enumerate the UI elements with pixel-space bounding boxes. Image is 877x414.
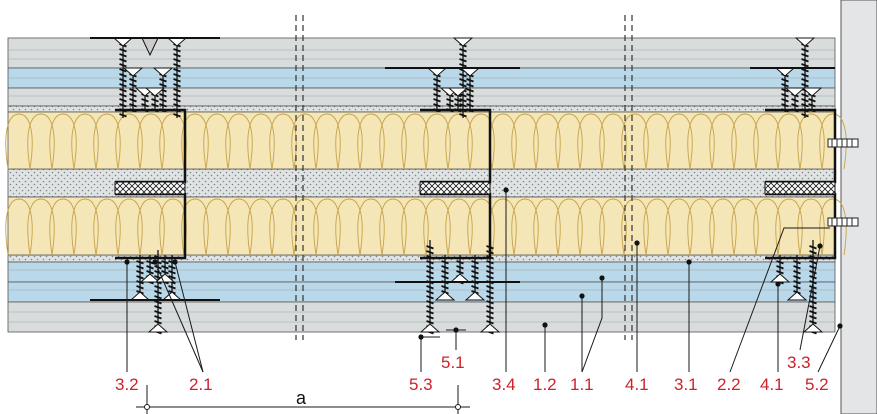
- leader-dot: [634, 240, 640, 246]
- screw-icon: [802, 240, 824, 335]
- screw-icon: [769, 255, 791, 285]
- dimension-tick-icon: [455, 404, 461, 410]
- screw-icon: [152, 67, 174, 113]
- screw-icon: [144, 87, 166, 113]
- screw-icon: [129, 255, 151, 301]
- screw-icon: [419, 240, 441, 335]
- mineral-wool: [7, 111, 836, 170]
- leader-line: [729, 227, 830, 373]
- leader-dot: [172, 259, 178, 265]
- leader-dot: [686, 259, 692, 265]
- callout-3.1: 3.1: [674, 375, 698, 394]
- screw-icon: [774, 67, 796, 113]
- leader-line: [420, 336, 440, 372]
- screw-icon: [147, 250, 169, 335]
- fire-board: [7, 261, 836, 283]
- leader-dot: [418, 334, 424, 340]
- mineral-wool: [5, 198, 847, 256]
- callout-5.3: 5.3: [409, 375, 433, 394]
- leader-dot: [453, 327, 459, 333]
- mesh-strip: [419, 181, 491, 195]
- screw-icon: [426, 67, 448, 113]
- callout-4.1: 4.1: [760, 375, 784, 394]
- leader-line: [446, 329, 466, 350]
- callout-5.1: 5.1: [441, 353, 465, 372]
- leader-dot: [817, 243, 823, 249]
- leader-line: [581, 278, 603, 373]
- wall-anchor-icon: [827, 138, 859, 227]
- screw-icon: [166, 37, 188, 118]
- callout-2.2: 2.2: [717, 375, 741, 394]
- dimension-line: [136, 385, 470, 414]
- leader-line: [799, 245, 821, 351]
- leader-dot: [124, 259, 130, 265]
- mineral-wool: [5, 113, 847, 170]
- screw-icon: [479, 240, 501, 335]
- break-line-icon: [295, 15, 633, 340]
- leader-dot: [775, 281, 781, 287]
- screws: [90, 37, 835, 335]
- screw-icon: [139, 255, 161, 285]
- callout-1.1: 1.1: [570, 375, 594, 394]
- screw-icon: [784, 87, 806, 113]
- leader-dot: [152, 259, 158, 265]
- callout-3.4: 3.4: [492, 375, 516, 394]
- screw-icon: [794, 37, 816, 118]
- leader-line: [817, 325, 841, 373]
- callout-3.3: 3.3: [787, 353, 811, 372]
- leader-line: [154, 261, 204, 373]
- leader-dot: [579, 293, 585, 299]
- insulation-layers: [5, 111, 847, 256]
- callout-5.2: 5.2: [805, 375, 829, 394]
- leader-dot: [503, 187, 509, 193]
- callout-1.2: 1.2: [533, 375, 557, 394]
- screw-icon: [801, 87, 823, 113]
- screw-icon: [122, 67, 144, 113]
- gypsum-board: [7, 37, 836, 69]
- leader-line: [174, 261, 204, 373]
- mineral-wool: [7, 196, 836, 256]
- leader-lines: [124, 187, 843, 373]
- callout-3.2: 3.2: [115, 375, 139, 394]
- gypsum-board: [7, 301, 836, 333]
- leader-dot: [837, 323, 843, 329]
- screw-icon: [112, 37, 134, 118]
- mesh-strip: [114, 181, 186, 195]
- screw-icon: [786, 255, 808, 301]
- leader-dot: [542, 322, 548, 328]
- screw-icon: [447, 87, 469, 113]
- screw-icon: [141, 37, 159, 57]
- dimension-label: a: [296, 388, 307, 408]
- adjacent-wall: [840, 0, 877, 414]
- mesh-strip: [764, 181, 836, 195]
- screw-icon: [459, 67, 481, 113]
- screw-icon: [154, 255, 176, 285]
- dimension-tick-icon: [144, 404, 150, 410]
- callout-2.1: 2.1: [189, 375, 213, 394]
- leader-dot: [599, 275, 605, 281]
- callout-4.1: 4.1: [625, 375, 649, 394]
- screw-icon: [434, 255, 456, 301]
